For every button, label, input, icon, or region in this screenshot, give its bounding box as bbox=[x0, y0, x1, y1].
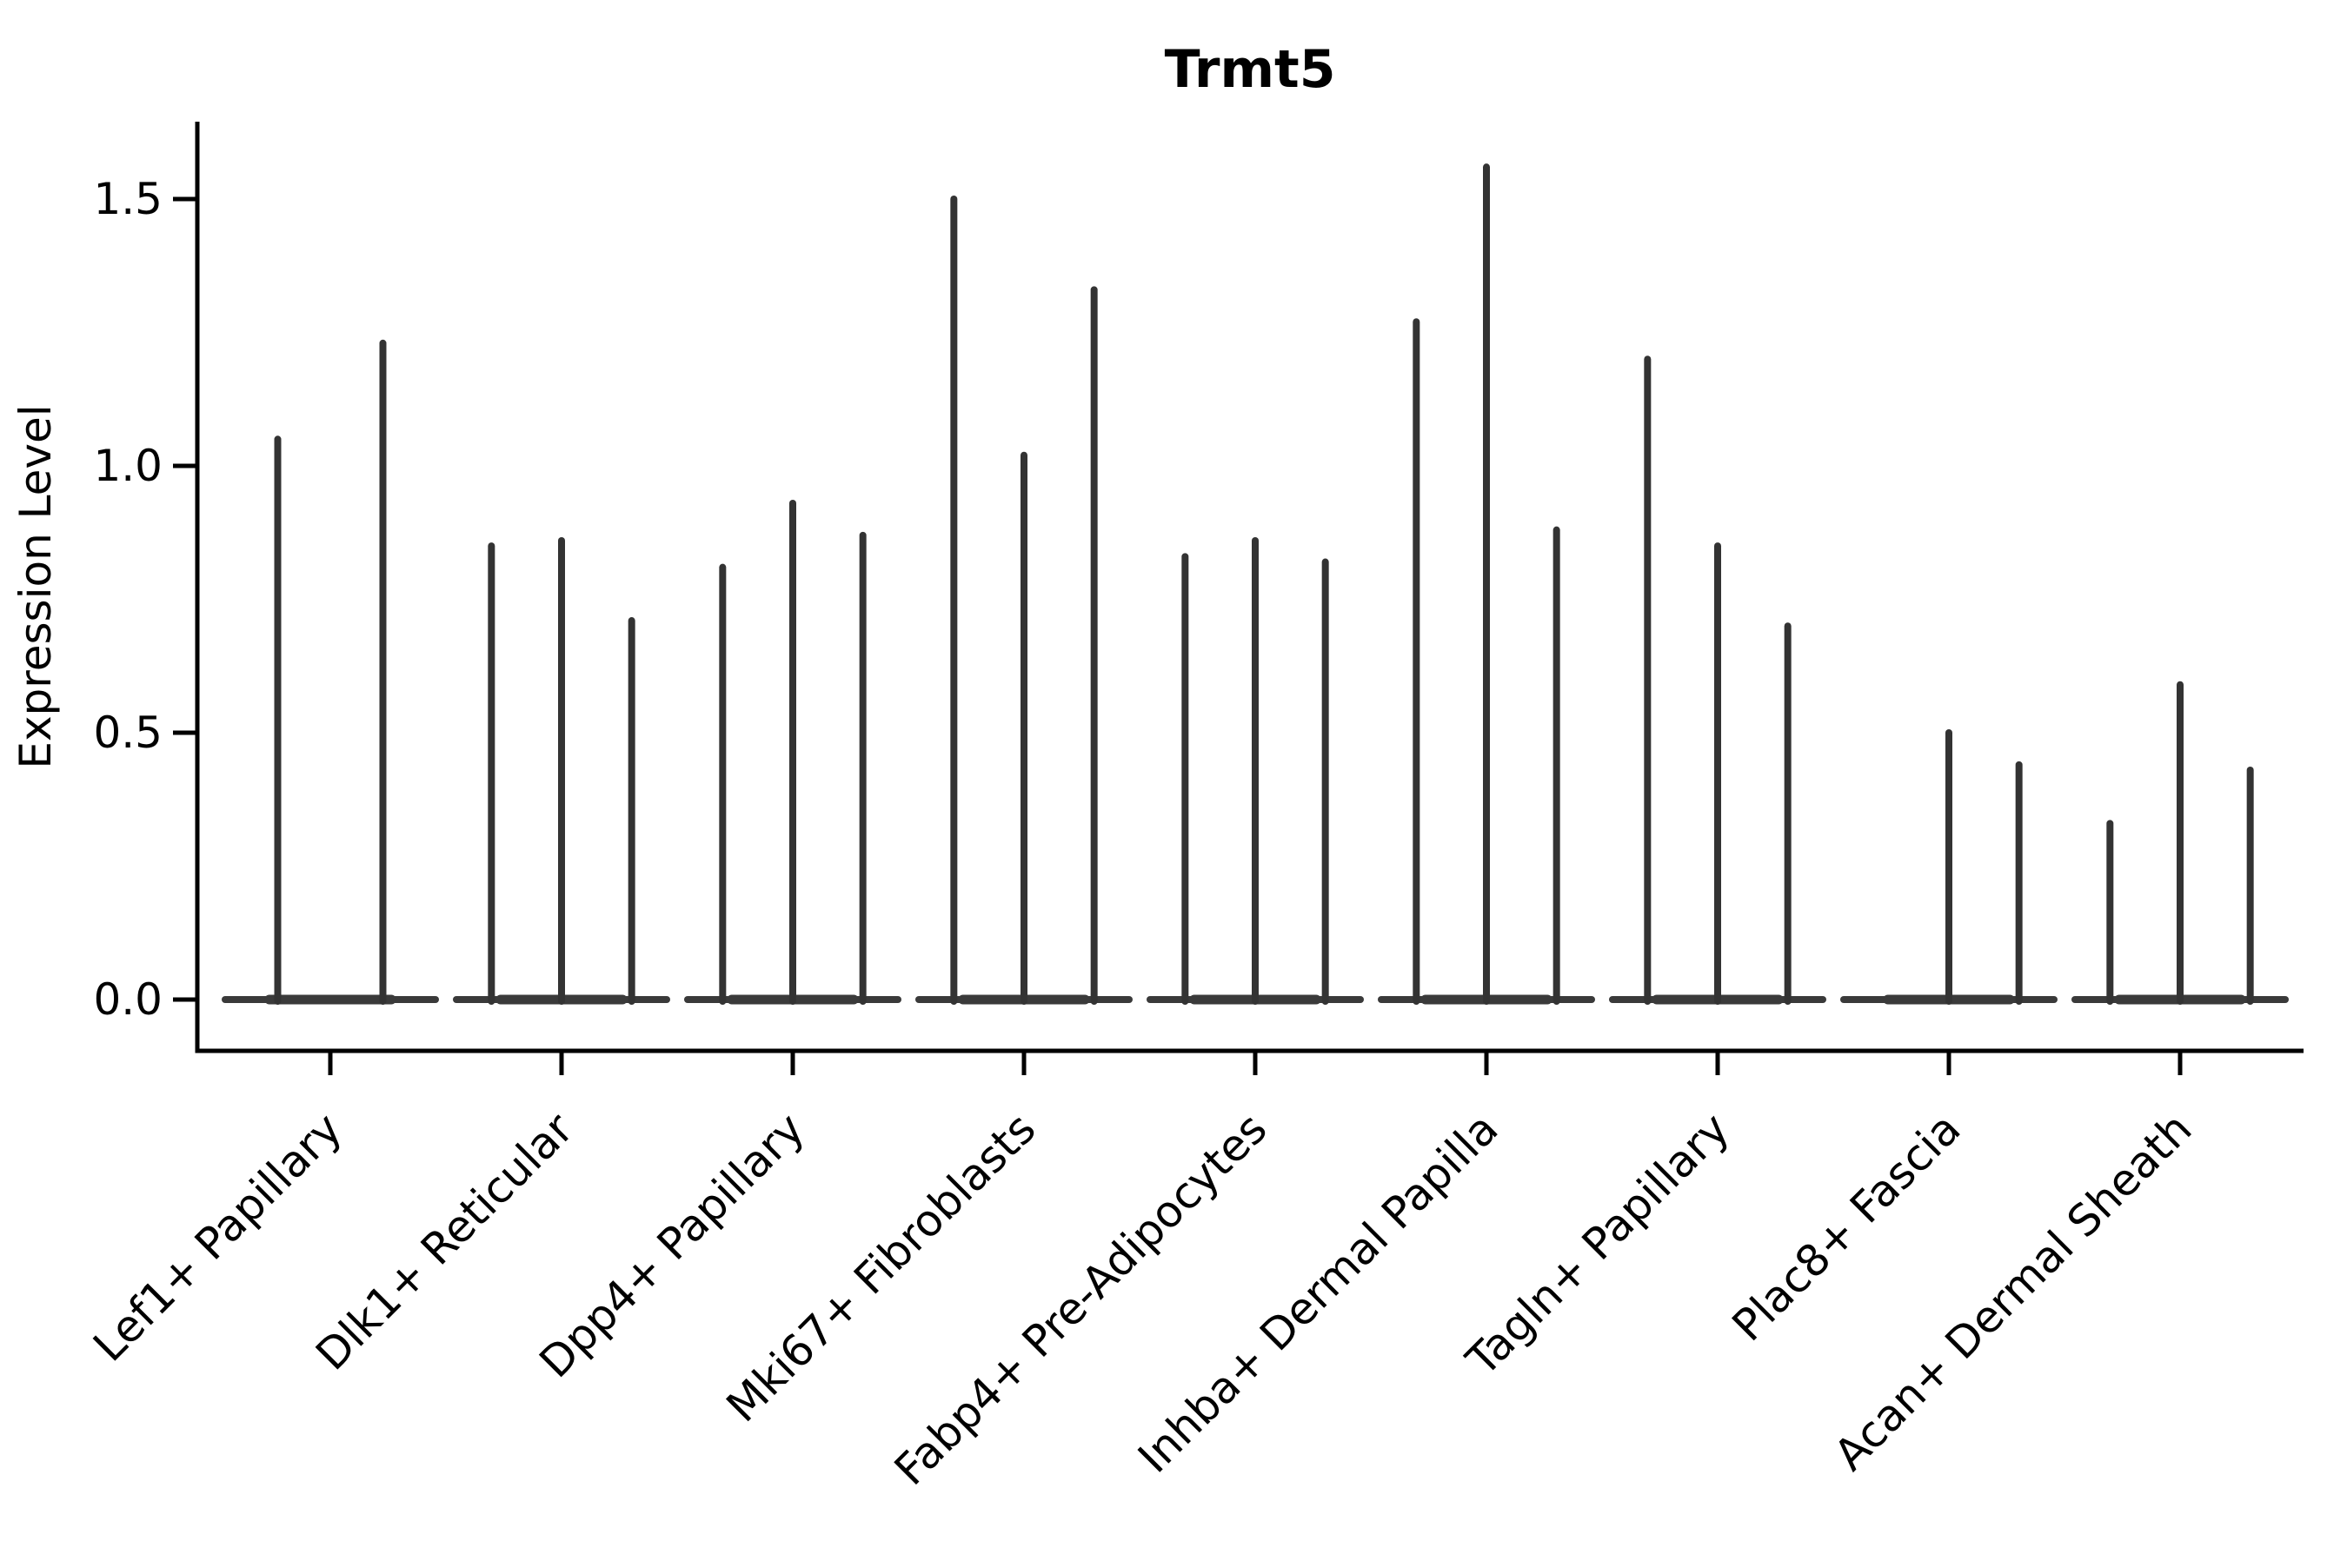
y-tick-label: 0.0 bbox=[93, 974, 163, 1025]
violin-group: Mki67+ Fibroblasts bbox=[717, 196, 1133, 1432]
x-category-label: Plac8+ Fascia bbox=[1723, 1103, 1971, 1351]
violin-group: Dlk1+ Reticular bbox=[306, 536, 670, 1380]
violin-group: Acan+ Dermal Sheath bbox=[1825, 681, 2289, 1480]
x-category-label: Dlk1+ Reticular bbox=[306, 1103, 582, 1379]
y-tick-label: 0.5 bbox=[93, 708, 163, 758]
y-tick-label: 1.5 bbox=[93, 174, 163, 224]
chart-title: Trmt5 bbox=[1165, 39, 1336, 100]
violin-group: Lef1+ Papillary bbox=[83, 339, 439, 1372]
y-axis-label: Expression Level bbox=[10, 404, 61, 768]
y-tick-label: 1.0 bbox=[93, 441, 163, 491]
y-axis-ticks: 0.0 0.5 1.0 1.5 bbox=[93, 174, 197, 1025]
x-category-label: Fabp4+ Pre-Adipocytes bbox=[885, 1103, 1277, 1495]
violin-group: Plac8+ Fascia bbox=[1723, 729, 2058, 1351]
violin-group: Dpp4+ Papillary bbox=[530, 499, 901, 1387]
x-category-label: Lef1+ Papillary bbox=[83, 1103, 351, 1371]
violin-group: Tagln+ Papillary bbox=[1456, 355, 1826, 1386]
